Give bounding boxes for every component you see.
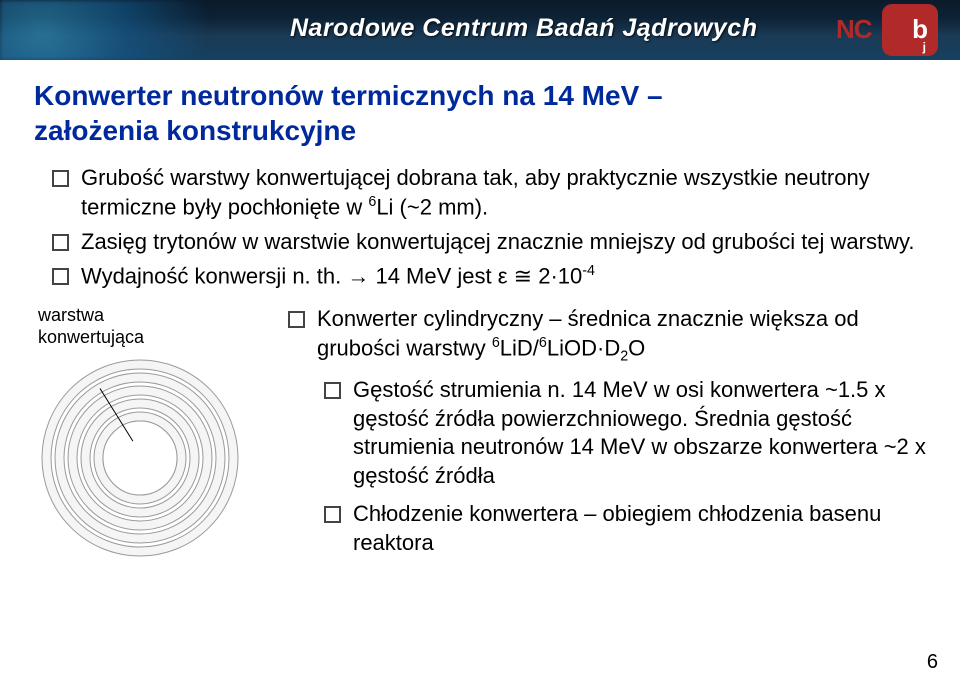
logo-left-text: NC (836, 14, 872, 45)
bullet-3: Wydajność konwersji n. th. → 14 MeV jest… (52, 262, 926, 291)
diagram-label: warstwa konwertująca (38, 305, 284, 348)
title-line-2: założenia konstrukcyjne (34, 115, 356, 146)
bullet-r3: Chłodzenie konwertera – obiegiem chłodze… (324, 500, 926, 557)
right-bullets: Konwerter cylindryczny – średnica znaczn… (284, 299, 926, 567)
bullet-1-text: Grubość warstwy konwertującej dobrana ta… (81, 164, 926, 222)
logo-right-bottom: j (923, 40, 926, 54)
header-banner: Narodowe Centrum Badań Jądrowych NC b j (0, 0, 960, 60)
org-title: Narodowe Centrum Badań Jądrowych (290, 14, 757, 43)
slide-content: Konwerter neutronów termicznych na 14 Me… (0, 60, 960, 567)
bullet-2: Zasięg trytonów w warstwie konwertującej… (52, 228, 926, 257)
checkbox-icon (52, 268, 69, 285)
checkbox-icon (288, 311, 305, 328)
rings-diagram (36, 354, 244, 562)
bullet-r1-text: Konwerter cylindryczny – średnica znaczn… (317, 305, 926, 366)
bullet-r2-text: Gęstość strumienia n. 14 MeV w osi konwe… (353, 376, 926, 490)
bullet-r2: Gęstość strumienia n. 14 MeV w osi konwe… (324, 376, 926, 490)
bullet-3-text: Wydajność konwersji n. th. → 14 MeV jest… (81, 262, 926, 291)
checkbox-icon (324, 506, 341, 523)
bullet-2-text: Zasięg trytonów w warstwie konwertującej… (81, 228, 926, 257)
bullet-r1: Konwerter cylindryczny – średnica znaczn… (288, 305, 926, 366)
checkbox-icon (324, 382, 341, 399)
logo: NC b j (830, 4, 938, 56)
page-number: 6 (927, 651, 938, 674)
checkbox-icon (52, 170, 69, 187)
checkbox-icon (52, 234, 69, 251)
bullet-r3-text: Chłodzenie konwertera – obiegiem chłodze… (353, 500, 926, 557)
title-line-1: Konwerter neutronów termicznych na 14 Me… (34, 80, 663, 111)
bullet-1: Grubość warstwy konwertującej dobrana ta… (52, 164, 926, 222)
diagram-column: warstwa konwertująca (34, 299, 284, 567)
slide-title: Konwerter neutronów termicznych na 14 Me… (34, 78, 926, 148)
